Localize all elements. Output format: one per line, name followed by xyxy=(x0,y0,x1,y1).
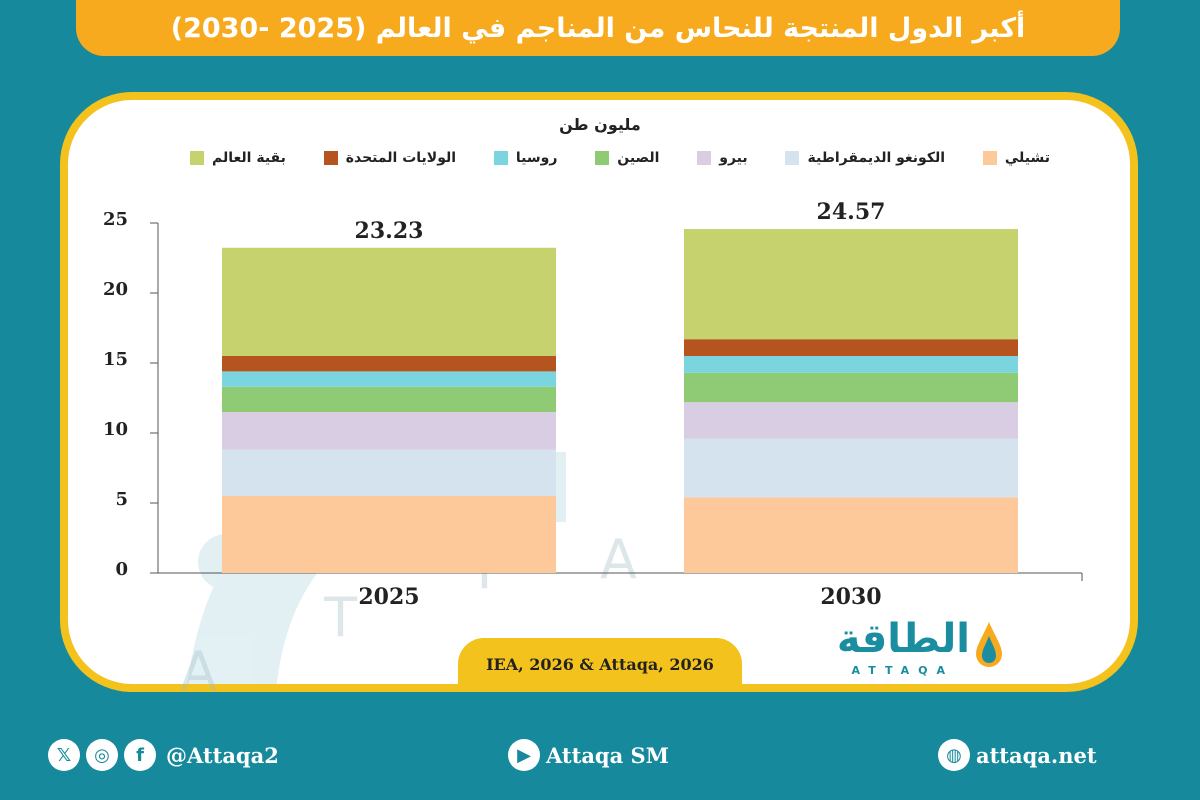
legend-swatch xyxy=(323,151,338,165)
drop-icon xyxy=(976,622,1002,667)
globe-icon: ◍ xyxy=(938,739,970,771)
bar-segment xyxy=(222,449,556,496)
watermark-letter: T xyxy=(324,586,357,649)
bar-segment xyxy=(222,371,556,387)
legend-item: الكونغو الديمقراطية xyxy=(785,150,945,166)
brand-name-en: ATTAQA xyxy=(851,664,954,677)
y-tick-label: 10 xyxy=(103,419,128,440)
legend-label: تشيلي xyxy=(1004,150,1050,166)
legend-item: بقية العالم xyxy=(190,150,286,166)
chart-legend: تشيلي الكونغو الديمقراطية بيرو الصين روسيا ال… xyxy=(190,146,1050,170)
legend-item: تشيلي xyxy=(982,150,1050,166)
bar-segment xyxy=(684,229,1018,340)
legend-swatch xyxy=(190,151,204,165)
bar-segment xyxy=(222,247,556,356)
legend-item: روسيا xyxy=(493,150,558,166)
website-link[interactable]: ◍ attaqa.net xyxy=(938,730,1097,780)
legend-swatch xyxy=(697,151,712,165)
bar-segment xyxy=(222,356,556,372)
y-tick-label: 0 xyxy=(115,559,128,580)
watermark-letter: A xyxy=(600,528,637,591)
x-icon[interactable]: 𝕏 xyxy=(48,739,80,771)
total-label: 23.23 xyxy=(355,218,424,244)
social-handle[interactable]: @Attaqa2 xyxy=(166,742,279,768)
x-tick-label: 2025 xyxy=(358,584,419,610)
unit-label: مليون طن xyxy=(559,115,641,134)
y-tick-label: 15 xyxy=(103,349,128,370)
youtube-icon: ▶ xyxy=(508,739,540,771)
source-pill: IEA, 2026 & Attaqa, 2026 xyxy=(458,638,742,690)
youtube-label: Attaqa SM xyxy=(546,742,669,768)
bar-segment xyxy=(684,356,1018,373)
legend-swatch xyxy=(785,151,800,165)
legend-label: بيرو xyxy=(719,150,748,166)
total-label: 24.57 xyxy=(817,199,886,225)
bar-segment xyxy=(684,339,1018,356)
page-title: أكبر الدول المنتجة للنحاس من المناجم في … xyxy=(170,12,1026,44)
bar-segment xyxy=(222,412,556,450)
instagram-icon[interactable]: ◎ xyxy=(86,739,118,771)
facebook-icon[interactable]: f xyxy=(124,739,156,771)
bar-segment xyxy=(684,372,1018,403)
legend-item: الصين xyxy=(595,150,659,166)
legend-label: الصين xyxy=(617,150,660,166)
y-tick-label: 5 xyxy=(115,489,128,510)
bar-segment xyxy=(684,438,1018,498)
y-tick-label: 25 xyxy=(103,209,128,230)
website-label: attaqa.net xyxy=(976,742,1097,768)
bar-segment xyxy=(222,386,556,412)
source-text: IEA, 2026 & Attaqa, 2026 xyxy=(486,654,714,674)
x-tick-label: 2030 xyxy=(820,584,881,610)
title-banner: أكبر الدول المنتجة للنحاس من المناجم في … xyxy=(76,0,1120,56)
legend-label: الولايات المتحدة xyxy=(345,150,457,166)
bar-segment xyxy=(684,402,1018,439)
bar-segment xyxy=(222,496,556,573)
legend-swatch xyxy=(493,151,508,165)
legend-label: الكونغو الديمقراطية xyxy=(807,150,946,166)
social-links: 𝕏 ◎ f @Attaqa2 xyxy=(48,730,279,780)
youtube-link[interactable]: ▶ Attaqa SM xyxy=(508,730,669,780)
watermark-letter: A xyxy=(180,640,217,703)
legend-item: بيرو xyxy=(697,150,748,166)
legend-swatch xyxy=(595,151,610,165)
brand-logo: الطاقة ATTAQA xyxy=(804,612,1004,686)
brand-name-ar: الطاقة xyxy=(836,616,970,662)
legend-item: الولايات المتحدة xyxy=(323,150,457,166)
legend-swatch xyxy=(982,151,997,165)
y-tick-label: 20 xyxy=(103,279,128,300)
legend-label: بقية العالم xyxy=(212,150,286,166)
bar-segment xyxy=(684,497,1018,573)
legend-label: روسيا xyxy=(515,150,558,166)
